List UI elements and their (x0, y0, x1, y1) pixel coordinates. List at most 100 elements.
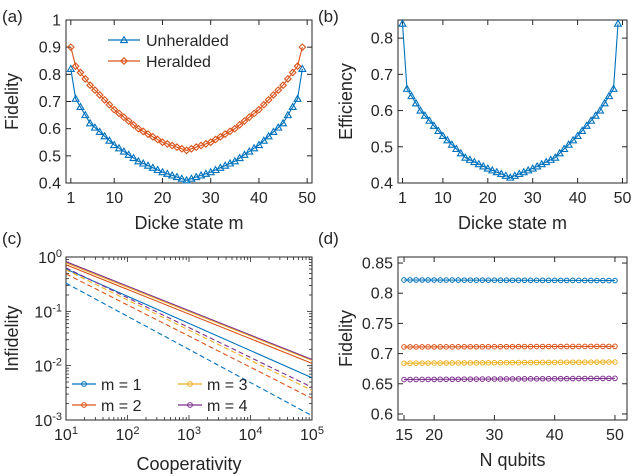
a-data-point (100, 131, 109, 140)
d-data-point (485, 343, 492, 350)
d-data-point (467, 343, 474, 350)
d-data-point (413, 277, 419, 283)
d-data-point (539, 375, 546, 382)
d-data-point (401, 277, 407, 283)
a-data-point (76, 102, 85, 111)
c-series-line-4 (65, 282, 313, 417)
d-data-point (551, 277, 558, 284)
d-data-point (437, 360, 443, 366)
a-data-point (138, 158, 148, 167)
d-data-point (612, 343, 618, 350)
d-data-point (594, 375, 600, 382)
d-data-point (527, 343, 534, 350)
a-data-point (129, 120, 138, 129)
d-data-point (431, 360, 437, 366)
a-data-point (235, 120, 244, 129)
a-data-point (250, 109, 259, 118)
a-data-point (66, 43, 75, 52)
a-data-point (226, 127, 234, 136)
d-data-point (449, 376, 456, 383)
a-data-point (134, 156, 143, 165)
d-data-point (594, 343, 600, 350)
a-data-point (293, 94, 302, 102)
d-data-point (503, 359, 510, 366)
a-data-point (259, 100, 268, 109)
d-data-point (455, 376, 462, 383)
b-ytick-label: 0.6 (371, 103, 393, 120)
b-data-point (398, 19, 407, 27)
d-data-point (515, 277, 522, 284)
d-data-point (479, 376, 486, 382)
a-data-point (177, 174, 187, 182)
a-ylabel: Fidelity (2, 73, 22, 130)
d-data-point (569, 277, 576, 284)
c-ytick-label: 10-3 (34, 411, 62, 430)
a-data-point (274, 86, 283, 95)
a-data-point (119, 146, 129, 155)
d-data-point (431, 277, 437, 283)
b-data-point (443, 135, 452, 144)
d-series-line-0 (404, 279, 615, 282)
d-ytick-label: 0.85 (362, 256, 393, 273)
d-data-point (521, 277, 528, 284)
c-plot-area (65, 256, 313, 421)
a-data-point (221, 130, 230, 139)
d-data-point (521, 343, 528, 350)
a-ytick-label: 0.7 (39, 94, 61, 111)
b-data-point (402, 84, 412, 92)
c-xtick-label: 102 (116, 425, 140, 444)
d-xtick-label: 30 (486, 427, 504, 444)
d-xtick-label: 50 (606, 427, 624, 444)
d-data-point (588, 343, 594, 350)
b-data-point (568, 135, 578, 144)
b-data-point (591, 111, 600, 119)
d-data-point (413, 360, 419, 366)
c-series-line-3 (65, 261, 313, 360)
a-data-point (293, 62, 302, 71)
b-data-point (461, 153, 470, 161)
c-series-line-5 (65, 273, 313, 399)
b-series-line-0 (401, 23, 619, 179)
d-data-point (419, 344, 425, 350)
d-data-point (575, 359, 582, 366)
a-data-point (110, 105, 119, 114)
a-data-point (148, 132, 157, 141)
b-data-point (496, 169, 506, 178)
d-data-point (563, 375, 570, 382)
a-data-point (95, 91, 104, 99)
c-ytick-label: 100 (38, 248, 62, 267)
c-xtick-label: 104 (239, 425, 263, 444)
b-data-point (407, 91, 416, 100)
c-series-line-0 (65, 268, 313, 379)
a-data-point (158, 138, 167, 147)
b-ytick-label: 0.4 (371, 176, 393, 193)
a-data-point (129, 153, 138, 162)
c-series-line-7 (65, 267, 313, 388)
d-series-line-1 (404, 345, 615, 348)
a-data-point (206, 138, 215, 147)
c-ytick-label: 10-2 (34, 357, 62, 376)
d-data-point (467, 360, 474, 366)
b-data-point (487, 165, 497, 174)
d-data-point (533, 277, 540, 284)
a-data-point (254, 140, 264, 149)
b-data-point (604, 91, 614, 100)
d-data-point (515, 376, 522, 382)
d-data-point (473, 360, 480, 366)
d-data-point (545, 277, 552, 284)
a-data-point (269, 91, 278, 99)
d-data-point (455, 360, 462, 366)
a-data-point (148, 163, 158, 171)
d-data-point (606, 277, 612, 284)
a-data-point (298, 64, 307, 72)
b-xtick-label: 1 (398, 190, 407, 207)
d-data-point (582, 343, 588, 350)
d-data-point (497, 277, 504, 284)
d-data-point (582, 359, 588, 366)
a-data-point (163, 139, 172, 148)
d-data-point (582, 375, 588, 382)
b-data-point (474, 159, 484, 168)
a-data-point (172, 172, 182, 181)
d-data-point (479, 343, 486, 350)
d-data-point (401, 376, 407, 383)
